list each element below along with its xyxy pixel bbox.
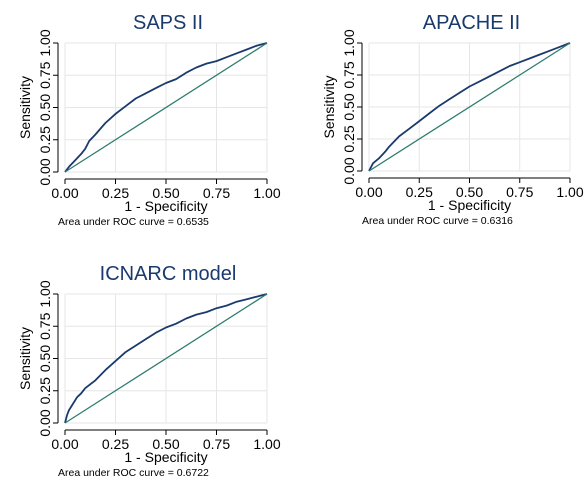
roc-panel-2: 0.000.00 0.25 0.25 0.50 0.50 0.75 0.75 1.00 1.00…: [321, 12, 584, 227]
roc-curve: [64, 293, 268, 424]
y-tick-label: 1.00: [341, 29, 357, 56]
y-tick-label: 0.75: [341, 61, 357, 88]
roc-panel-3: 0.000.00 0.25 0.25 0.50 0.50 0.75 0.75 1.00 1.00…: [17, 263, 281, 479]
reference-diagonal: [64, 293, 268, 424]
x-tick-label: 0.00: [51, 185, 78, 201]
y-axis-label: Sensitivity: [17, 327, 33, 390]
y-tick-label: 0.50: [37, 94, 53, 121]
x-axis-label: 1 - Specificity: [124, 198, 207, 214]
x-axis-label: 1 - Specificity: [124, 449, 207, 465]
x-tick-label: 0.50: [152, 436, 179, 452]
x-tick-label: 0.00: [355, 184, 382, 200]
y-tick-label: 1.00: [37, 280, 53, 307]
x-tick-label: 1.00: [253, 436, 280, 452]
x-tick-label: 1.00: [556, 184, 583, 200]
y-tick-label: 0.50: [37, 345, 53, 372]
y-tick-label: 0.00: [37, 409, 53, 436]
reference-diagonal: [368, 42, 571, 172]
x-tick-label: 0.75: [203, 436, 230, 452]
x-tick-label: 0.00: [51, 436, 78, 452]
chart-title: SAPS II: [133, 12, 203, 34]
auc-note: Area under ROC curve = 0.6722: [58, 467, 209, 479]
x-tick-label: 0.75: [203, 185, 230, 201]
x-tick-label: 0.25: [102, 436, 129, 452]
x-axis-label: 1 - Specificity: [428, 197, 511, 213]
auc-note: Area under ROC curve = 0.6535: [58, 216, 209, 228]
y-axis-label: Sensitivity: [17, 76, 33, 139]
y-tick-label: 0.50: [341, 93, 357, 120]
y-axis-label: Sensitivity: [321, 75, 337, 138]
roc-curve: [64, 42, 268, 173]
roc-curve: [368, 42, 571, 172]
y-tick-label: 0.00: [341, 157, 357, 184]
x-tick-label: 0.75: [506, 184, 533, 200]
x-tick-label: 0.25: [102, 185, 129, 201]
reference-diagonal: [64, 42, 268, 173]
y-tick-label: 0.75: [37, 312, 53, 339]
x-tick-label: 0.50: [456, 184, 483, 200]
auc-note: Area under ROC curve = 0.6316: [362, 215, 513, 227]
y-tick-label: 0.00: [37, 158, 53, 185]
y-tick-label: 0.25: [341, 125, 357, 152]
y-tick-label: 0.25: [37, 126, 53, 153]
chart-title: ICNARC model: [100, 263, 237, 285]
x-tick-label: 0.25: [406, 184, 433, 200]
y-tick-label: 0.25: [37, 377, 53, 404]
y-tick-label: 0.75: [37, 61, 53, 88]
chart-title: APACHE II: [423, 12, 520, 34]
x-tick-label: 0.50: [152, 185, 179, 201]
roc-panel-1: 0.000.00 0.25 0.25 0.50 0.50 0.75 0.75 1.00 1.00…: [17, 12, 281, 228]
y-tick-label: 1.00: [37, 29, 53, 56]
x-tick-label: 1.00: [253, 185, 280, 201]
